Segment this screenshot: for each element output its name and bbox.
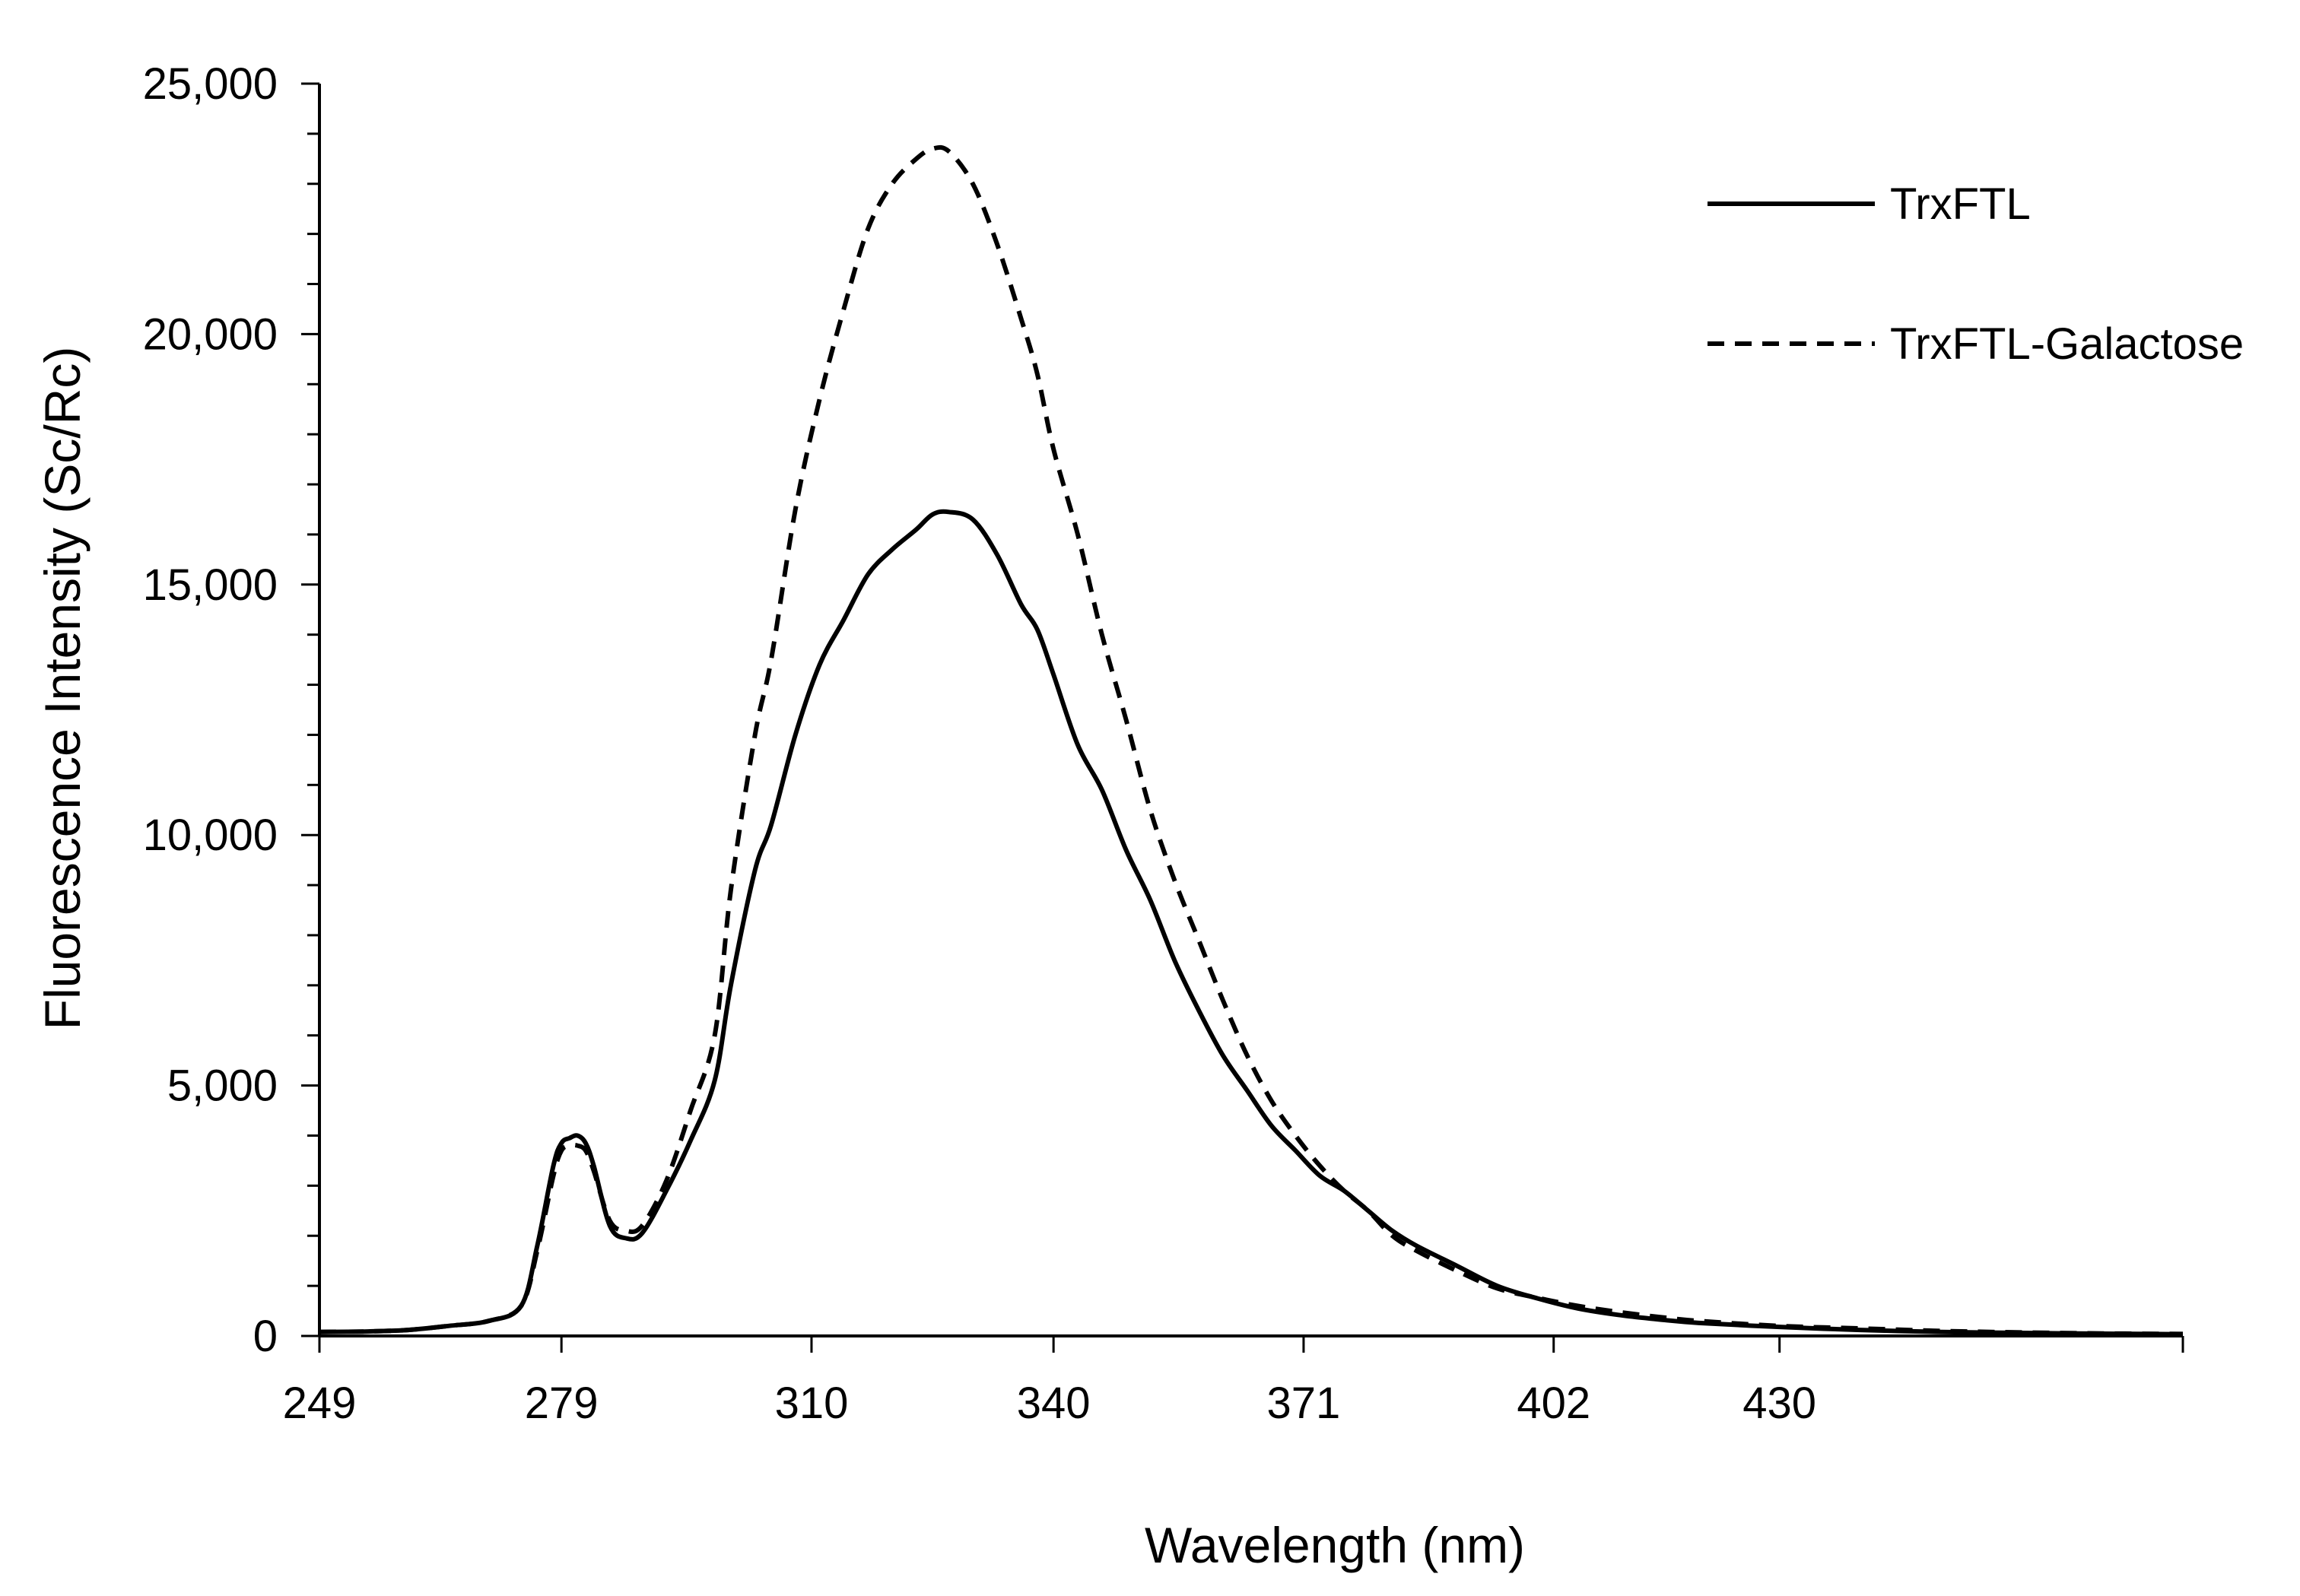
y-tick-label: 5,000	[167, 1061, 278, 1111]
y-axis-major-ticks	[301, 82, 319, 1337]
series-line-trxftl	[319, 509, 2184, 1337]
x-tick-label: 249	[283, 1379, 357, 1428]
x-axis-tick-labels: 249 279 310 340 371 402 430	[283, 1379, 1816, 1428]
x-axis-ticks	[318, 1336, 2184, 1353]
x-tick-label: 340	[1017, 1379, 1091, 1428]
x-tick-label: 402	[1517, 1379, 1590, 1428]
y-tick-label: 15,000	[143, 560, 278, 610]
x-tick-label: 310	[775, 1379, 849, 1428]
series-group	[319, 144, 2184, 1337]
y-tick-label: 10,000	[143, 811, 278, 860]
series-line-trxftl-galactose	[319, 144, 2184, 1337]
legend-label-trxftl-galactose: TrxFTL-Galactose	[1890, 319, 2244, 369]
y-axis-minor-ticks	[307, 132, 319, 1287]
x-axis-title: Wavelength (nm)	[1145, 1517, 1525, 1573]
x-tick-label: 279	[525, 1379, 599, 1428]
y-axis-title: Fluorescence Intensity (Sc/Rc)	[34, 347, 91, 1030]
x-tick-label: 371	[1267, 1379, 1341, 1428]
y-tick-label: 25,000	[143, 59, 278, 109]
y-tick-label: 20,000	[143, 309, 278, 359]
legend: TrxFTL TrxFTL-Galactose	[1708, 179, 2244, 369]
y-tick-label: 0	[253, 1312, 278, 1361]
legend-label-trxftl: TrxFTL	[1890, 179, 2031, 229]
x-tick-label: 430	[1742, 1379, 1816, 1428]
y-axis-tick-labels: 0 5,000 10,000 15,000 20,000 25,000	[143, 59, 278, 1361]
